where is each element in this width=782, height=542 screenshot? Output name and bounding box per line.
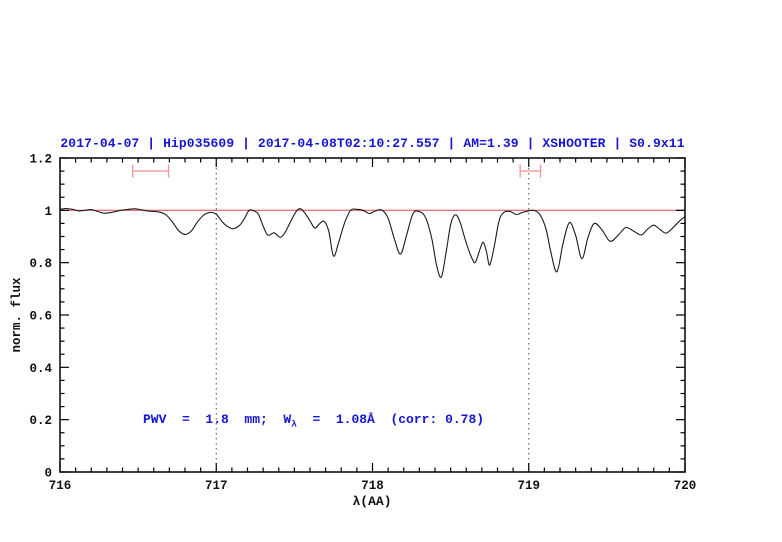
- spectrum-curve: [59, 207, 686, 278]
- pwv-annotation-lambda-subscript: λ: [291, 418, 297, 430]
- x-axis-label: λ(AA): [352, 494, 392, 509]
- y-tick-label: 1: [44, 205, 52, 219]
- axis-tick-labels: 716 717 718 719 720 0 0.2 0.4 0.6 0.8 1 1.2: [29, 153, 696, 494]
- spectrum-series: [59, 207, 686, 278]
- x-tick-label: 717: [205, 479, 228, 493]
- x-tick-label: 716: [49, 479, 72, 493]
- pwv-annotation-pre: PWV = 1.8 mm; W: [143, 412, 292, 427]
- y-tick-label: 0.2: [29, 414, 52, 428]
- band-width-error-bars: [131, 164, 542, 178]
- axis-ticks: [59, 157, 686, 473]
- y-tick-label: 0.8: [29, 257, 52, 271]
- pwv-annotation-post: = 1.08Å (corr: 0.78): [296, 412, 485, 427]
- x-tick-label: 720: [674, 479, 697, 493]
- plot-title: 2017-04-07 | Hip035609 | 2017-04-08T02:1…: [60, 136, 685, 151]
- y-tick-label: 1.2: [29, 153, 52, 167]
- y-tick-label: 0: [44, 467, 52, 481]
- y-tick-label: 0.6: [29, 310, 52, 324]
- pwv-annotation: PWV = 1.8 mm; Wλ = 1.08Å (corr: 0.78): [143, 412, 484, 430]
- x-tick-label: 718: [361, 479, 384, 493]
- y-tick-label: 0.4: [29, 362, 52, 376]
- x-tick-label: 719: [517, 479, 540, 493]
- y-axis-label: norm. flux: [10, 277, 24, 353]
